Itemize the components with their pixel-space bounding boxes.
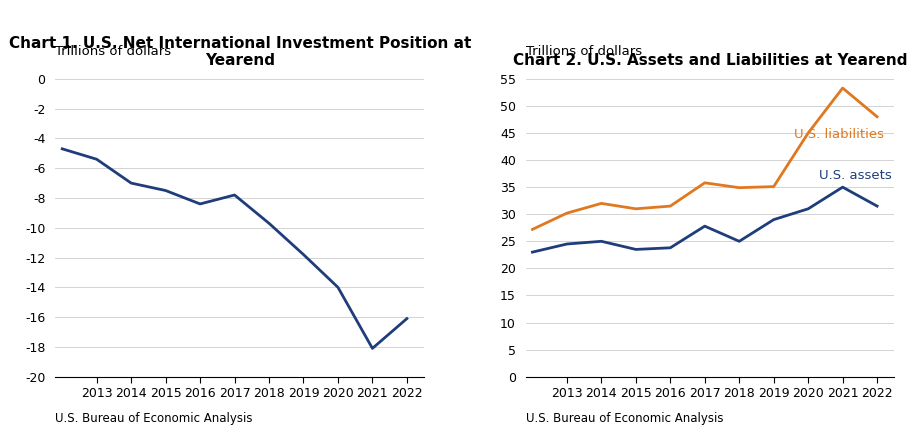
Text: U.S. liabilities: U.S. liabilities [795,128,884,141]
Text: U.S. assets: U.S. assets [819,169,892,182]
Title: Chart 1. U.S. Net International Investment Position at
Yearend: Chart 1. U.S. Net International Investme… [8,35,471,68]
Text: Trillions of dollars: Trillions of dollars [55,45,171,58]
Title: Chart 2. U.S. Assets and Liabilities at Yearend: Chart 2. U.S. Assets and Liabilities at … [513,53,907,68]
Text: U.S. Bureau of Economic Analysis: U.S. Bureau of Economic Analysis [526,412,723,425]
Text: Trillions of dollars: Trillions of dollars [526,45,642,58]
Text: U.S. Bureau of Economic Analysis: U.S. Bureau of Economic Analysis [55,412,253,425]
